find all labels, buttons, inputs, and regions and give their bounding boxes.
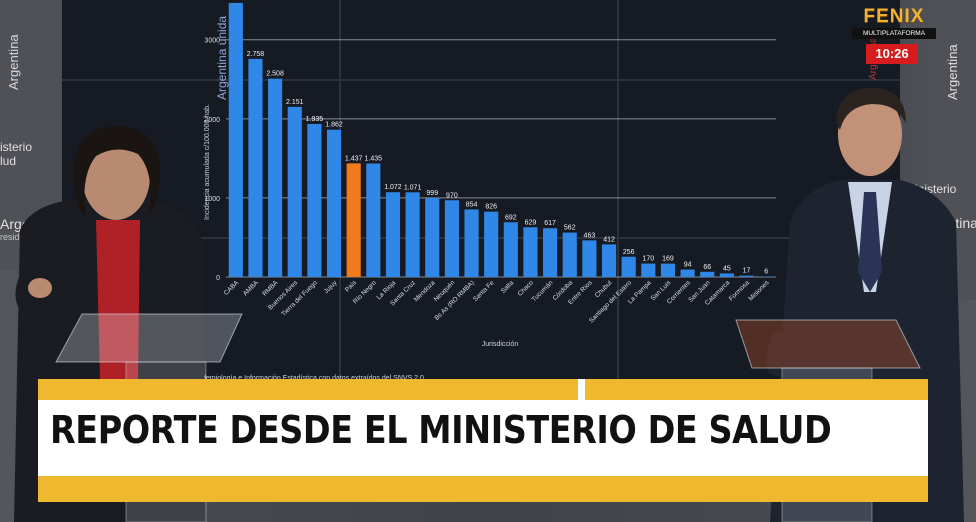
chart-value-label: 562 <box>564 225 576 232</box>
chart-bar <box>719 273 734 277</box>
chart-value-label: 629 <box>525 219 537 226</box>
chart-y-tick-label: 1000 <box>204 196 220 203</box>
lower-third-bottom-bar <box>38 476 928 502</box>
chart-value-label: 617 <box>544 220 556 227</box>
logo-subtitle: MULTIPLATAFORMA <box>852 28 936 39</box>
chart-y-tick-label: 2000 <box>204 117 220 124</box>
chart-value-label: 2.758 <box>247 51 265 58</box>
chart-bar <box>641 263 656 277</box>
chart-bar <box>268 78 283 277</box>
chart-bar <box>484 211 499 277</box>
chart-category-label: RMBA <box>261 279 280 298</box>
chart-bar <box>425 197 440 277</box>
lower-third-top-bar <box>38 379 928 400</box>
chart-bar <box>366 163 381 277</box>
left-ministerio-label: isterio lud <box>0 140 33 168</box>
chart-category-label: Tierra del Fuego <box>280 279 319 318</box>
chart-bar <box>503 222 518 277</box>
chart-value-label: 2.151 <box>286 99 304 106</box>
chart-value-label: 1.862 <box>325 122 343 129</box>
chart-value-label: 6 <box>764 269 768 276</box>
chart-bar <box>287 106 302 277</box>
chart-value-label: 1.437 <box>345 155 363 162</box>
chart-bar <box>700 271 715 277</box>
chart-value-label: 970 <box>446 192 458 199</box>
chart-value-label: 45 <box>723 265 731 272</box>
chart-bar <box>444 200 459 277</box>
chart-value-label: 463 <box>584 232 596 239</box>
chart-bar <box>680 269 695 277</box>
chart-bar <box>228 2 243 277</box>
chart-value-label: 3.465 <box>227 0 245 2</box>
chart-bar <box>523 227 538 277</box>
chart-category-label: CABA <box>223 279 241 297</box>
chart-value-label: 170 <box>642 256 654 263</box>
chart-value-label: 1.072 <box>384 184 402 191</box>
clock-badge: 10:26 <box>866 44 918 64</box>
chart-category-label: País <box>344 279 359 294</box>
chart-bar <box>562 232 577 277</box>
channel-logo: FENIX MULTIPLATAFORMA 10:26 <box>844 6 944 66</box>
chart-value-label: 854 <box>466 201 478 208</box>
chart-category-label: Chaco <box>517 279 536 298</box>
chart-bar <box>601 244 617 277</box>
chart-category-label: Santa Fe <box>472 279 496 303</box>
logo-title: FENIX <box>863 6 925 27</box>
chart-category-label: Salta <box>500 279 516 295</box>
chart-bar <box>582 240 597 277</box>
chart-value-label: 256 <box>623 249 635 256</box>
chart-value-label: 692 <box>505 214 517 221</box>
headline-text: REPORTE DESDE EL MINISTERIO DE SALUD <box>50 408 832 452</box>
chart-bar <box>385 192 401 277</box>
video-wall-screen <box>62 0 900 382</box>
chart-bar <box>543 228 558 277</box>
chart-category-label: AMBA <box>242 279 260 297</box>
chart-category-label: Jujuy <box>323 279 339 295</box>
chart-value-label: 1.071 <box>404 184 422 191</box>
chart-value-label: 2.508 <box>266 71 284 78</box>
chart-value-label: 17 <box>743 268 751 275</box>
chart-bar <box>326 129 342 277</box>
chart-bar <box>759 276 774 278</box>
chart-bar <box>307 123 322 277</box>
chart-y-tick-label: 0 <box>216 275 220 282</box>
chart-bar <box>346 163 361 277</box>
chart-x-axis-label: Jurisdicción <box>482 341 519 348</box>
lower-third-divider <box>578 379 585 400</box>
chart-y-tick-label: 3000 <box>204 38 220 45</box>
chart-value-label: 826 <box>485 204 497 211</box>
chart-bar <box>621 256 636 277</box>
chart-value-label: 169 <box>662 256 674 263</box>
chart-bar <box>739 275 754 277</box>
chart-value-label: 1.935 <box>306 116 324 123</box>
chart-bar <box>464 209 479 277</box>
chart-value-label: 1.435 <box>365 156 383 163</box>
chart-bar <box>660 263 676 277</box>
chart-value-label: 412 <box>603 236 615 243</box>
chart-category-label: Tucumán <box>531 279 555 303</box>
chart-footnote: Epidemiología e Información Estadística … <box>192 375 424 382</box>
chart-value-label: 66 <box>703 264 711 271</box>
chart-y-axis-label: Incidencia acumulada c/100.000 hab. <box>204 104 211 220</box>
lower-third-headline-box: REPORTE DESDE EL MINISTERIO DE SALUD <box>38 400 928 476</box>
chart-bar <box>405 192 420 277</box>
chart-bar <box>248 58 263 277</box>
chart-value-label: 94 <box>684 262 692 269</box>
chart-value-label: 999 <box>426 190 438 197</box>
